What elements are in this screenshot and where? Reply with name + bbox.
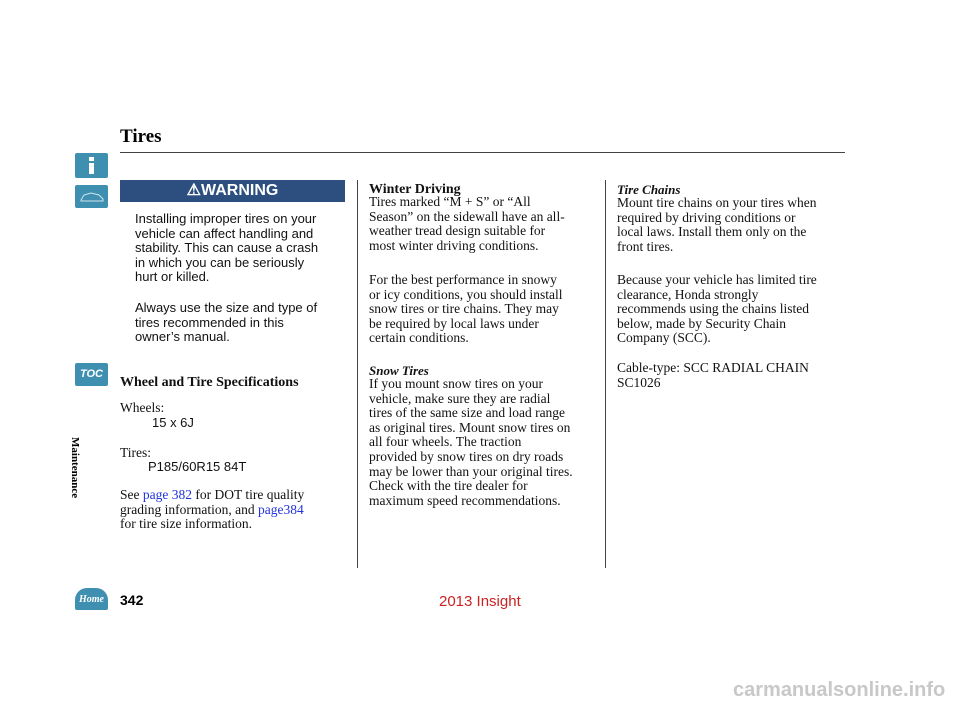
warning-sign: ⚠ — [186, 182, 201, 199]
subheading: Snow Tires — [369, 363, 429, 378]
text-line: or icy conditions, you should install — [369, 286, 563, 302]
paragraph: Mount tire chains on your tires when requ… — [617, 195, 817, 254]
info-icon[interactable] — [75, 153, 108, 178]
text-line: maximum speed recommendations. — [369, 492, 561, 508]
text-line: recommends using the chains listed — [617, 301, 809, 317]
text-line: vehicle, make sure they are radial — [369, 390, 551, 406]
text-line: Installing improper tires on your — [135, 211, 317, 226]
wheels-label: Wheels: — [120, 400, 165, 415]
title: Tires — [120, 126, 162, 147]
model-label: 2013 Insight — [439, 593, 521, 610]
text-line: Cable-type: SCC RADIAL CHAIN — [617, 360, 809, 375]
section-label: Maintenance — [69, 437, 81, 499]
text-line: below, made by Security Chain — [617, 315, 786, 331]
text-line: Company (SCC). — [617, 330, 711, 346]
paragraph: If you mount snow tires on your vehicle, … — [369, 376, 573, 508]
text-line: Check with the tire dealer for — [369, 478, 528, 494]
column-divider — [605, 180, 606, 568]
page-link[interactable]: page 382 — [142, 487, 192, 502]
text-segment: grading information, and — [120, 501, 258, 517]
text-line: See page 382 for DOT tire quality — [120, 487, 305, 503]
text-line: all four wheels. The traction — [369, 434, 522, 450]
text-line: tires recommended in this — [135, 314, 284, 330]
text-line: stability. This can cause a crash — [135, 240, 319, 256]
warning-box: ⚠WARNING — [120, 180, 345, 350]
text-line: snow tires or tire chains. They may — [369, 301, 559, 317]
text-line: local laws. Install them only on the — [617, 224, 807, 240]
text-line: in which you can be seriously — [135, 254, 305, 270]
warning-label: WARNING — [201, 182, 279, 199]
paragraph: Tires marked “M + S” or “All Season” on t… — [369, 194, 565, 253]
text-line: Because your vehicle has limited tire — [617, 272, 817, 287]
text-line: Tires marked “M + S” or “All — [369, 194, 531, 209]
text-line: weather tread design suitable for — [369, 223, 546, 239]
text-line: Always use the size and type of — [135, 300, 318, 315]
tires-label: Tires: — [120, 445, 152, 460]
toc-button[interactable]: TOC — [75, 363, 108, 386]
home-button[interactable]: Home — [75, 588, 108, 610]
section-heading: Wheel and Tire Specifications — [120, 375, 299, 390]
text-line: most winter driving conditions. — [369, 237, 539, 253]
text-line: certain conditions. — [369, 330, 469, 346]
text-line: clearance, Honda strongly — [617, 286, 759, 302]
paragraph: Cable-type: SCC RADIAL CHAIN SC1026 — [617, 360, 809, 390]
watermark: carmanualsonline.info — [733, 679, 946, 701]
text-line: be required by local laws under — [369, 315, 539, 331]
section-heading: Winter Driving — [369, 182, 461, 197]
text-line: provided by snow tires on dry roads — [369, 448, 564, 464]
warning-paragraph: Installing improper tires on your vehicle… — [135, 211, 319, 285]
wheels-value: 15 x 6J — [152, 415, 194, 430]
rule — [120, 152, 845, 153]
text-line: Season” on the sidewall have an all- — [369, 208, 565, 224]
page-number: 342 — [120, 592, 144, 608]
car-drawing — [80, 192, 104, 202]
text-line: tires of the same size and load range — [369, 405, 566, 421]
text-line: For the best performance in snowy — [369, 272, 557, 287]
paragraph: Because your vehicle has limited tire cle… — [617, 272, 817, 346]
text-segment: for DOT tire quality — [191, 487, 305, 502]
page-link[interactable]: page384 — [257, 501, 304, 517]
text-line: as original tires. Mount snow tires on — [369, 419, 571, 435]
vehicle-icon[interactable] — [75, 185, 108, 208]
tires-value: P185/60R15 84T — [148, 459, 247, 474]
subheading: Tire Chains — [617, 182, 681, 197]
text-line: required by driving conditions or — [617, 209, 796, 225]
text-line: vehicle can affect handling and — [135, 225, 314, 241]
text-line: Mount tire chains on your tires when — [617, 195, 817, 210]
text-line: If you mount snow tires on your — [369, 376, 543, 391]
text-line: front tires. — [617, 238, 674, 254]
text-line: for tire size information. — [120, 516, 304, 532]
text-line: may be lower than your original tires. — [369, 463, 573, 479]
warning-header: ⚠WARNING — [120, 180, 345, 202]
text-line: grading information, and page384 — [120, 501, 304, 518]
text-segment: See — [120, 487, 143, 502]
text-line: owner’s manual. — [135, 329, 230, 345]
reference-paragraph: See page 382 for DOT tire quality grading… — [120, 487, 305, 532]
column-divider — [357, 180, 358, 568]
text-line: SC1026 — [617, 374, 661, 390]
text-segment: for tire size information. — [120, 516, 252, 532]
paragraph: For the best performance in snowy or icy … — [369, 272, 563, 346]
text-line: hurt or killed. — [135, 269, 210, 285]
warning-paragraph: Always use the size and type of tires rec… — [135, 300, 318, 345]
